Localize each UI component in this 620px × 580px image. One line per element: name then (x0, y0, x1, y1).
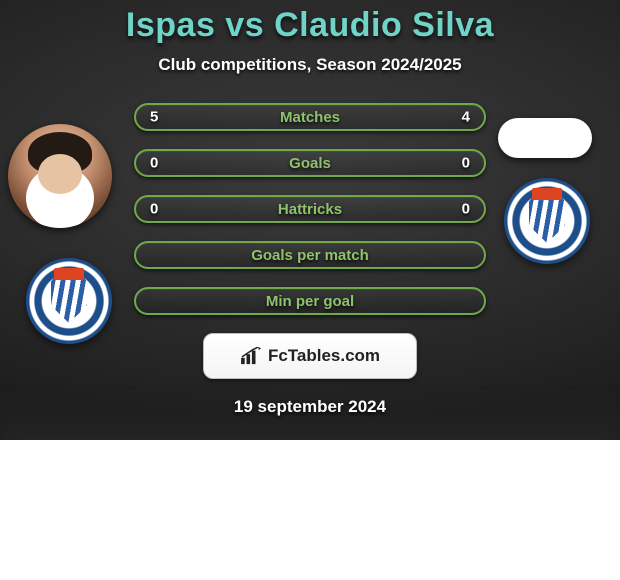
stat-label: Hattricks (278, 201, 342, 218)
stat-label: Goals (289, 155, 331, 172)
card: Ispas vs Claudio Silva Club competitions… (0, 0, 620, 417)
stat-row: 0 Hattricks 0 (134, 195, 486, 223)
subtitle: Club competitions, Season 2024/2025 (0, 55, 620, 75)
player-left-avatar (8, 124, 112, 228)
club-crest-left (26, 258, 112, 344)
stat-left-value: 0 (150, 201, 158, 218)
stat-label: Min per goal (266, 293, 354, 310)
stat-right-value: 0 (462, 155, 470, 172)
brand-text: FcTables.com (268, 346, 380, 366)
player-right-avatar (498, 118, 592, 158)
bar-chart-icon (240, 347, 262, 365)
club-crest-right (504, 178, 590, 264)
page-title: Ispas vs Claudio Silva (0, 6, 620, 45)
stat-right-value: 0 (462, 201, 470, 218)
stat-row: Min per goal (134, 287, 486, 315)
stat-row: Goals per match (134, 241, 486, 269)
stat-label: Goals per match (251, 247, 369, 264)
brand-badge: FcTables.com (203, 333, 417, 379)
stat-row: 5 Matches 4 (134, 103, 486, 131)
stat-label: Matches (280, 109, 340, 126)
stat-left-value: 5 (150, 109, 158, 126)
background-white (0, 440, 620, 580)
stat-right-value: 4 (462, 109, 470, 126)
date-label: 19 september 2024 (0, 397, 620, 417)
stat-left-value: 0 (150, 155, 158, 172)
stat-row: 0 Goals 0 (134, 149, 486, 177)
stat-bars: 5 Matches 4 0 Goals 0 0 Hattricks 0 Goal… (134, 103, 486, 315)
